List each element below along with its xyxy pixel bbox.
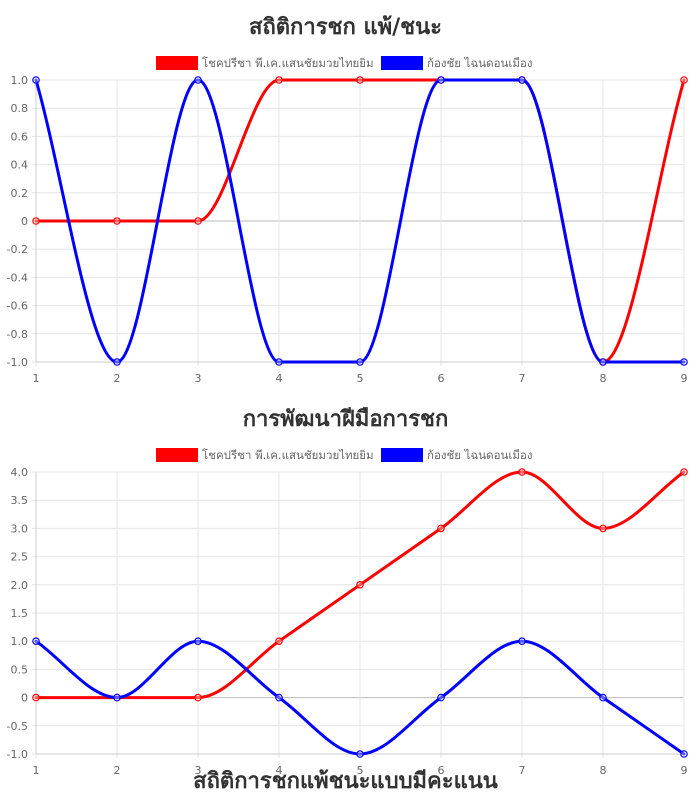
data-point-series-2: [437, 693, 445, 702]
data-point-series-1: [599, 524, 607, 533]
data-point-series-2: [113, 693, 121, 702]
y-tick-label: 2.0: [11, 579, 29, 592]
series-line-1: [34, 470, 686, 700]
y-tick-label: -0.2: [7, 243, 28, 256]
y-tick-label: -1.0: [7, 748, 28, 761]
x-tick-label: 8: [600, 372, 607, 385]
data-point-series-1: [680, 76, 688, 84]
chart-win-loss: สถิติการชก แพ้/ชนะโชคปรีชา พี.เค.แสนชัยม…: [0, 0, 691, 391]
legend-label-2: ก้องชัย ไฉนดอนเมือง: [427, 56, 532, 70]
data-point-series-2: [518, 637, 526, 646]
data-point-series-1: [437, 524, 445, 533]
y-tick-label: 0: [21, 215, 28, 228]
data-point-series-2: [113, 358, 121, 366]
legend-label-1: โชคปรีชา พี.เค.แสนชัยมวยไทยยิม: [202, 56, 374, 70]
series-line-2: [34, 78, 686, 364]
data-point-series-2: [275, 693, 283, 702]
data-point-series-1: [113, 217, 121, 225]
y-tick-label: 0.2: [11, 187, 29, 200]
data-point-series-2: [356, 358, 364, 366]
data-point-series-1: [194, 217, 202, 225]
y-tick-label: -1.0: [7, 356, 28, 369]
legend-label-1: โชคปรีชา พี.เค.แสนชัยมวยไทยยิม: [202, 448, 374, 462]
x-tick-label: 4: [276, 764, 283, 777]
data-point-series-2: [599, 358, 607, 366]
x-tick-label: 5: [357, 764, 364, 777]
y-tick-label: -0.6: [7, 300, 28, 313]
series-line-2: [34, 639, 686, 756]
legend-label-2: ก้องชัย ไฉนดอนเมือง: [427, 448, 532, 462]
x-tick-label: 2: [114, 764, 121, 777]
x-tick-label: 3: [195, 372, 202, 385]
x-tick-label: 9: [681, 372, 688, 385]
data-point-series-1: [518, 468, 526, 476]
data-point-series-1: [194, 693, 202, 702]
data-point-series-1: [275, 76, 283, 84]
data-point-series-2: [680, 750, 688, 758]
next-chart-title: สถิติการชกแพ้ชนะแบบมีคะแนน: [193, 769, 498, 794]
x-tick-label: 8: [600, 764, 607, 777]
data-point-series-2: [356, 750, 364, 758]
y-tick-label: 0.6: [11, 130, 29, 143]
x-tick-label: 5: [357, 372, 364, 385]
x-tick-label: 4: [276, 372, 283, 385]
data-point-series-2: [32, 76, 40, 84]
data-point-series-2: [599, 693, 607, 702]
data-point-series-2: [194, 637, 202, 646]
data-point-series-1: [32, 217, 40, 225]
y-tick-label: 3.0: [11, 522, 29, 535]
data-point-series-2: [680, 358, 688, 366]
chart-skill-development: การพัฒนาฝีมือการชกโชคปรีชา พี.เค.แสนชัยม…: [0, 392, 691, 782]
x-tick-label: 1: [33, 372, 40, 385]
x-tick-label: 6: [438, 764, 445, 777]
y-tick-label: 2.5: [11, 551, 29, 564]
chart-title: การพัฒนาฝีมือการชก: [243, 407, 449, 432]
data-point-series-1: [32, 693, 40, 702]
data-point-series-2: [32, 637, 40, 646]
data-point-series-2: [437, 76, 445, 84]
x-tick-label: 3: [195, 764, 202, 777]
y-tick-label: 3.5: [11, 494, 29, 507]
x-tick-label: 9: [681, 764, 688, 777]
y-tick-label: -0.8: [7, 328, 28, 341]
y-tick-label: 1.0: [11, 74, 29, 87]
legend-swatch-2: [381, 56, 423, 70]
y-tick-label: 0.4: [11, 159, 29, 172]
data-point-series-2: [194, 76, 202, 84]
data-point-series-1: [356, 76, 364, 84]
y-tick-label: 0: [21, 692, 28, 705]
legend-swatch-1: [156, 448, 198, 462]
legend-swatch-2: [381, 448, 423, 462]
x-tick-label: 6: [438, 372, 445, 385]
x-tick-label: 7: [519, 372, 526, 385]
data-point-series-1: [356, 581, 364, 589]
chart-title: สถิติการชก แพ้/ชนะ: [249, 15, 442, 40]
data-point-series-1: [275, 637, 283, 646]
data-point-series-1: [680, 468, 688, 476]
y-tick-label: 1.0: [11, 635, 29, 648]
x-tick-label: 7: [519, 764, 526, 777]
y-tick-label: 0.8: [11, 102, 29, 115]
y-tick-label: 4.0: [11, 466, 29, 479]
x-tick-label: 1: [33, 764, 40, 777]
y-tick-label: 0.5: [11, 663, 29, 676]
data-point-series-2: [275, 358, 283, 366]
data-point-series-2: [518, 76, 526, 84]
y-tick-label: 1.5: [11, 607, 29, 620]
y-tick-label: -0.4: [7, 271, 28, 284]
legend-swatch-1: [156, 56, 198, 70]
x-tick-label: 2: [114, 372, 121, 385]
y-tick-label: -0.5: [7, 720, 28, 733]
